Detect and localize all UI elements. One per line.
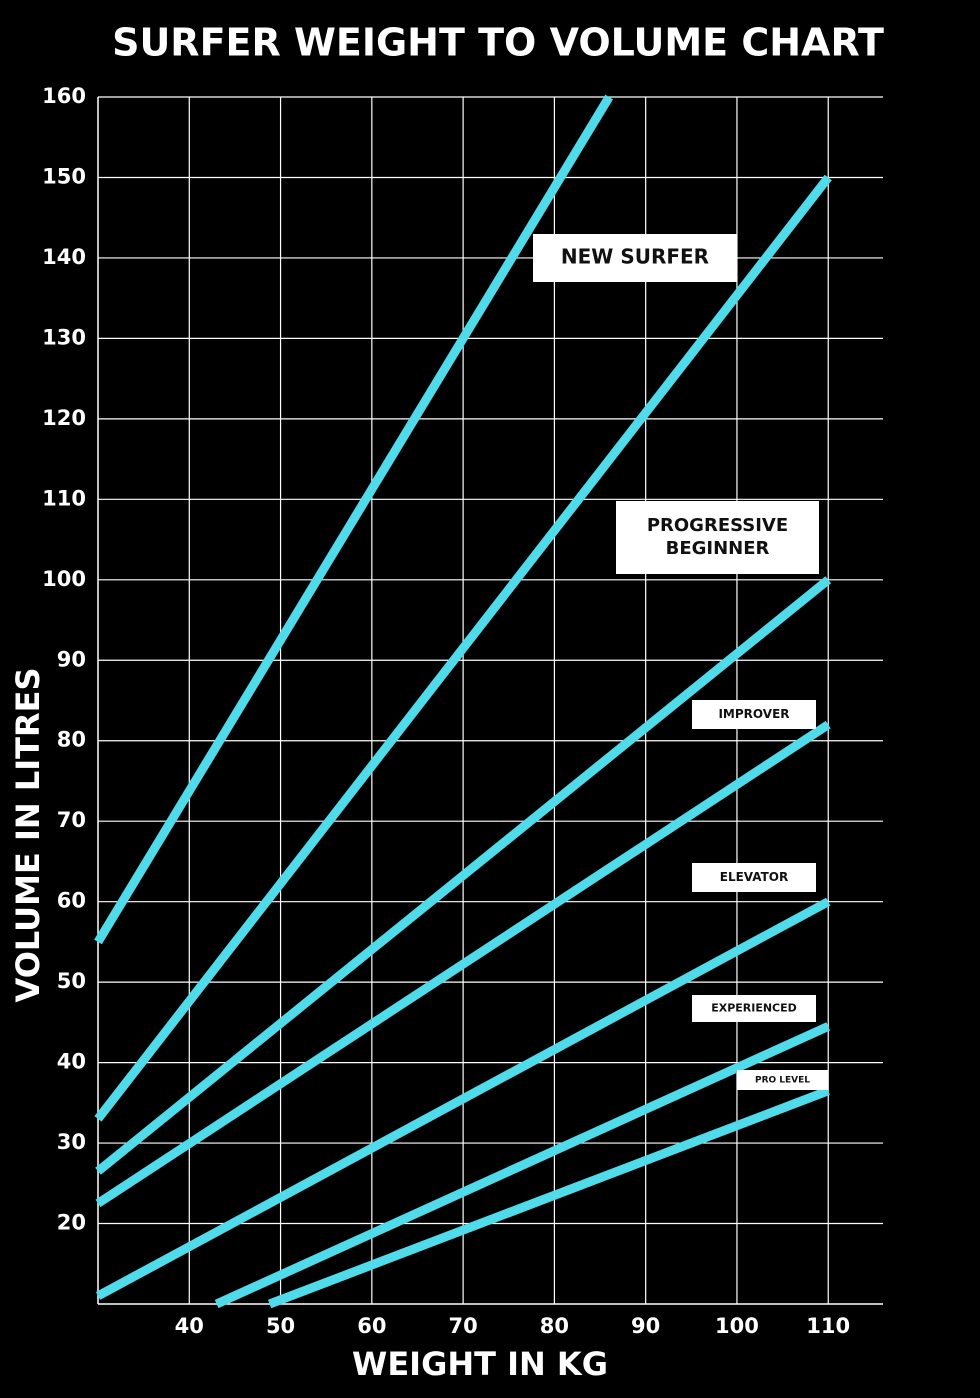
y-tick-label: 40	[57, 1050, 86, 1074]
y-tick-label: 30	[57, 1130, 86, 1154]
x-tick-label: 40	[175, 1314, 204, 1338]
annotation-label: PROGRESSIVE	[647, 515, 788, 536]
lines	[94, 94, 832, 1309]
annotation-label: BEGINNER	[666, 538, 770, 559]
x-tick-label: 90	[631, 1314, 660, 1338]
volume-line	[94, 174, 832, 1122]
x-tick-label: 60	[357, 1314, 386, 1338]
y-tick-label: 80	[57, 728, 86, 752]
volume-line	[95, 720, 831, 1208]
x-tick-label: 50	[266, 1314, 295, 1338]
annotation-label: PRO LEVEL	[755, 1076, 810, 1086]
annotation-box	[616, 501, 819, 574]
annotation-label: EXPERIENCED	[711, 1002, 797, 1015]
annotation-box	[737, 1070, 828, 1090]
annotation-box	[692, 700, 816, 729]
y-tick-label: 120	[42, 406, 86, 430]
annotation-label: NEW SURFER	[561, 245, 709, 269]
x-tick-label: 110	[806, 1314, 850, 1338]
volume-line	[95, 897, 831, 1300]
annotation-label: IMPROVER	[718, 707, 789, 721]
y-tick-label: 150	[42, 164, 86, 188]
annotation-box	[692, 863, 816, 892]
y-tick-label: 90	[57, 647, 86, 671]
y-tick-label: 110	[42, 486, 86, 510]
chart-title: SURFER WEIGHT TO VOLUME CHART	[112, 21, 884, 65]
y-tick-label: 70	[57, 808, 86, 832]
volume-line	[267, 1086, 830, 1309]
y-axis-title: VOLUME IN LITRES	[9, 668, 47, 1003]
volume-line	[214, 1022, 831, 1309]
x-tick-label: 100	[715, 1314, 759, 1338]
volume-line	[94, 94, 614, 945]
y-tick-label: 60	[57, 889, 86, 913]
y-tick-label: 20	[57, 1211, 86, 1235]
x-axis-title: WEIGHT IN KG	[352, 1345, 608, 1383]
y-tick-label: 140	[42, 245, 86, 269]
y-tick-label: 50	[57, 969, 86, 993]
y-tick-label: 100	[42, 567, 86, 591]
y-tick-label: 160	[42, 84, 86, 108]
x-tick-label: 80	[540, 1314, 569, 1338]
y-tick-label: 130	[42, 325, 86, 349]
annotation-label: ELEVATOR	[720, 870, 789, 884]
annotation-box	[533, 234, 737, 282]
x-tick-label: 70	[448, 1314, 477, 1338]
annotation-box	[692, 995, 816, 1022]
volume-line	[95, 576, 832, 1175]
